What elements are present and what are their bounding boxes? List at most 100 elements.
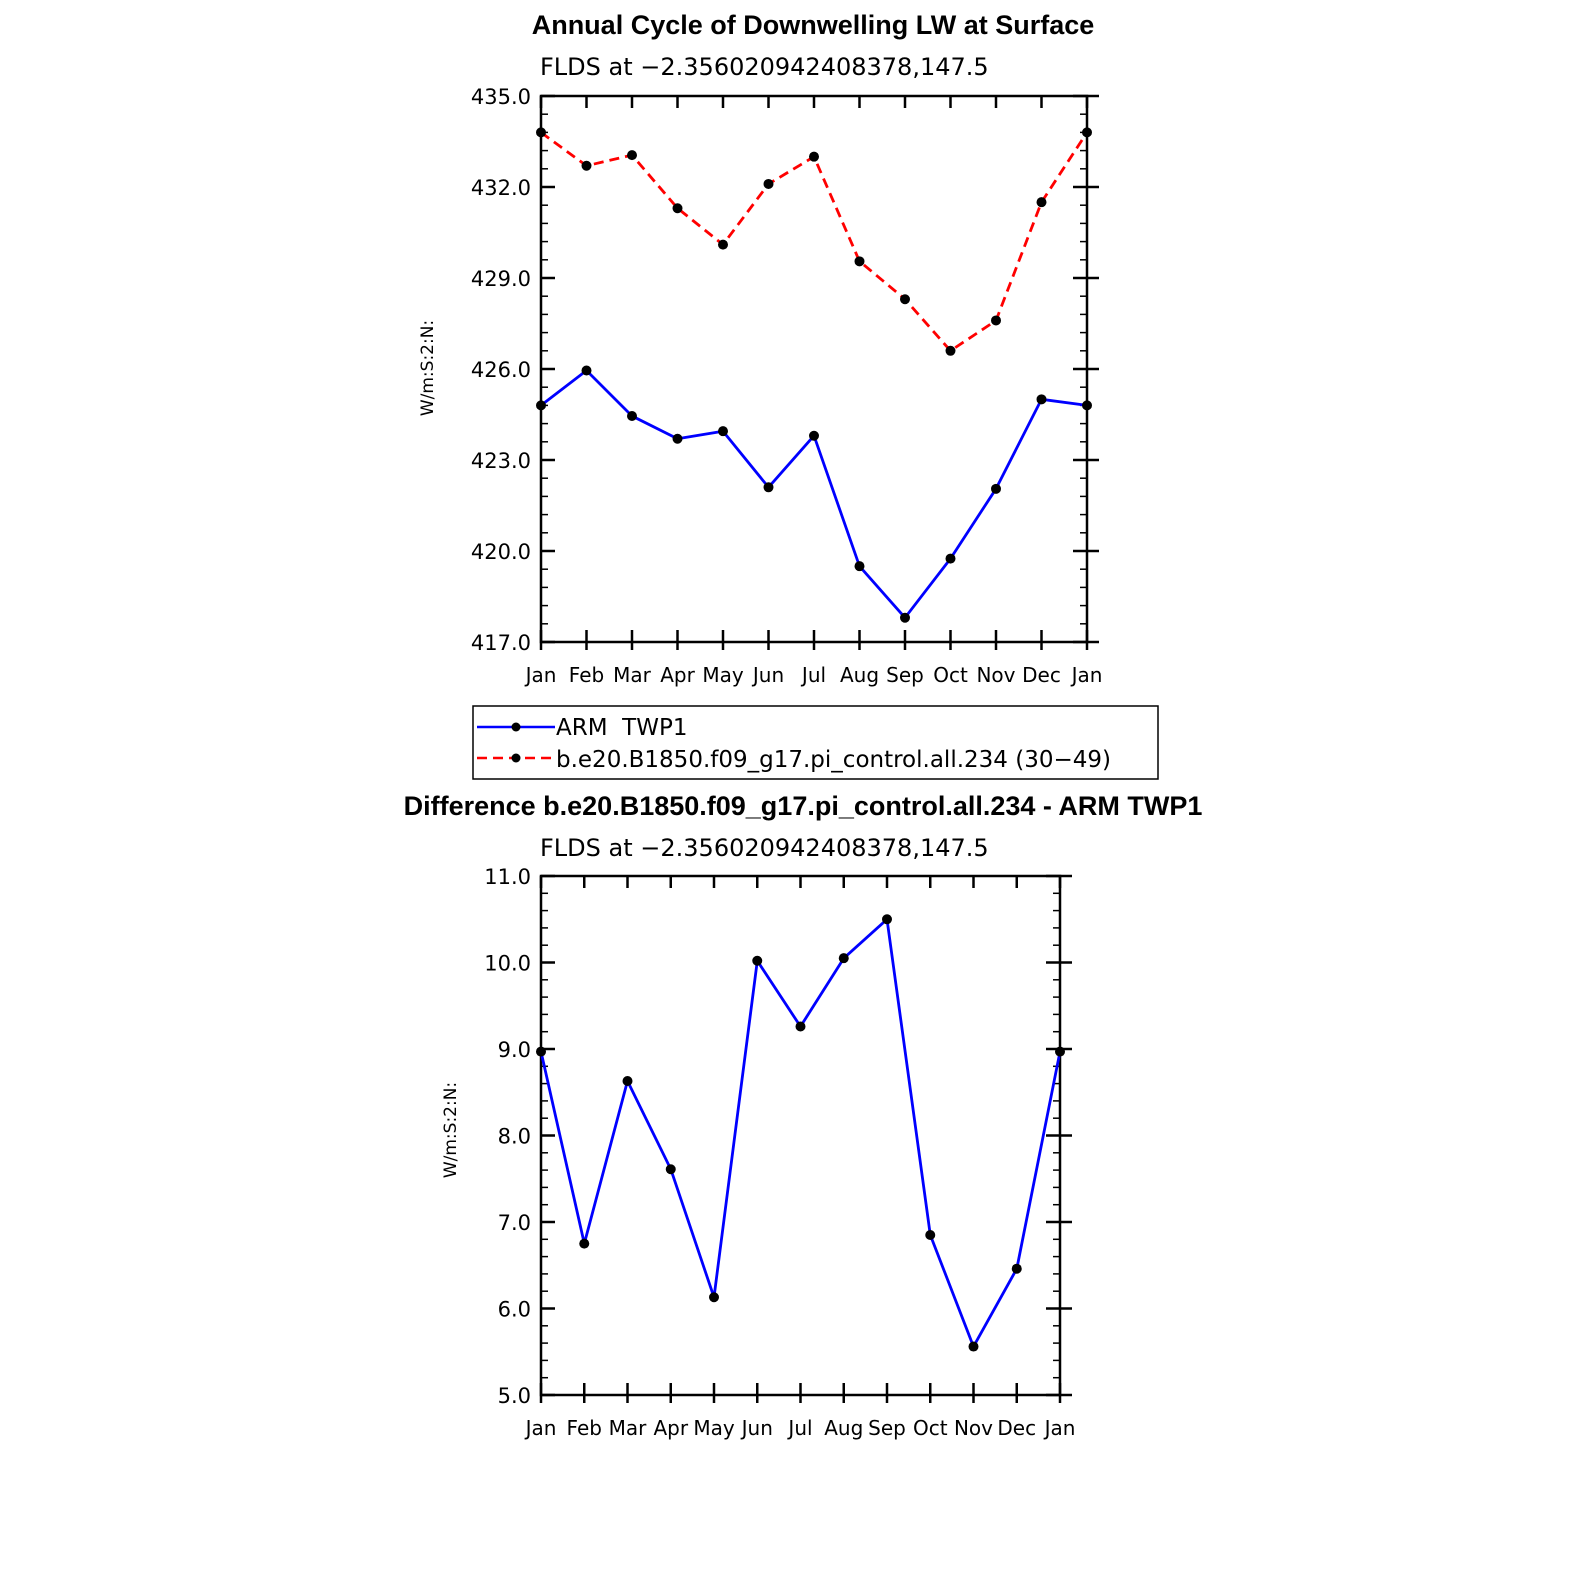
data-point [763, 178, 774, 189]
x-tick-label: Oct [913, 1416, 948, 1440]
chart-subtitle: FLDS at −2.356020942408378,147.5 [540, 834, 989, 862]
x-tick-label: Dec [1022, 663, 1061, 687]
data-point [672, 433, 683, 444]
data-point [882, 914, 892, 925]
y-tick-label: 10.0 [484, 952, 531, 976]
chart-title: Difference b.e20.B1850.f09_g17.pi_contro… [404, 791, 1203, 821]
data-point [1082, 127, 1092, 138]
data-point [581, 160, 592, 171]
y-tick-label: 5.0 [498, 1384, 531, 1408]
data-point [579, 1238, 590, 1249]
y-tick-label: 432.0 [471, 176, 531, 200]
x-tick-label: Nov [954, 1416, 993, 1440]
data-point [854, 561, 865, 572]
panel-annual-cycle: Annual Cycle of Downwelling LW at Surfac… [418, 10, 1102, 687]
legend-label-arm: ARM TWP1 [556, 715, 687, 741]
y-tick-label: 423.0 [471, 449, 531, 473]
x-tick-label: Nov [976, 663, 1015, 687]
plot-area-difference: Jan Feb Mar Apr May Jun Jul Aug Sep Oct Nov Dec Jan 5… [484, 865, 1075, 1440]
chart-title: Annual Cycle of Downwelling LW at Surfac… [532, 10, 1095, 40]
y-tick-label: 7.0 [498, 1211, 531, 1235]
series-line-0 [540, 369, 1088, 620]
x-tick-label: May [693, 1416, 735, 1440]
data-point [581, 365, 592, 376]
x-tick-label: Sep [886, 663, 924, 687]
legend-box [472, 705, 1159, 780]
data-point [627, 411, 637, 422]
x-tick-label: May [702, 663, 744, 687]
data-point [718, 239, 728, 250]
legend: ARM TWP1 b.e20.B1850.f09_g17.pi_control.… [472, 705, 1159, 780]
y-tick-label: 9.0 [498, 1038, 531, 1062]
data-point [925, 1229, 936, 1240]
plot-area-annual-cycle: Jan Feb Mar Apr May Jun Jul Aug Sep Oct Nov Dec Jan 4… [471, 85, 1103, 687]
data-point [991, 483, 1001, 494]
data-point [968, 1341, 979, 1352]
y-tick-label: 429.0 [471, 267, 531, 291]
data-point [854, 256, 865, 267]
x-tick-label: Jan [1070, 663, 1103, 687]
x-tick-label: Jan [524, 1416, 557, 1440]
y-tick-label: 420.0 [471, 540, 531, 564]
data-point [672, 203, 683, 214]
x-tick-label: Feb [569, 663, 604, 687]
data-point [763, 482, 774, 493]
x-tick-label: Jan [1043, 1416, 1076, 1440]
x-tick-label: Aug [824, 1416, 863, 1440]
data-point [795, 1021, 806, 1032]
y-tick-label: 8.0 [498, 1125, 531, 1149]
data-point [809, 430, 819, 441]
x-tick-label: Jun [751, 663, 784, 687]
legend-marker-model [511, 753, 521, 763]
plot-frame [539, 94, 1089, 644]
x-tick-label: Jan [524, 663, 557, 687]
data-point [536, 400, 546, 411]
data-point [665, 1164, 676, 1175]
data-point [900, 612, 910, 623]
series-line-1 [540, 131, 1089, 353]
x-tick-label: Apr [660, 663, 695, 687]
chart-subtitle: FLDS at −2.356020942408378,147.5 [540, 53, 989, 81]
data-point [627, 150, 637, 161]
panel-difference: Difference b.e20.B1850.f09_g17.pi_contro… [404, 791, 1203, 1440]
y-tick-label: 435.0 [471, 85, 531, 109]
legend-marker-arm [511, 722, 521, 732]
data-point [622, 1076, 633, 1087]
data-point [709, 1292, 719, 1303]
x-tick-label: Feb [567, 1416, 602, 1440]
x-tick-label: Aug [840, 663, 879, 687]
plot-frame [539, 874, 1062, 1397]
x-tick-label: Apr [653, 1416, 688, 1440]
data-point [1011, 1263, 1022, 1274]
data-point [945, 345, 956, 356]
data-point [900, 294, 910, 305]
data-point [991, 315, 1001, 326]
x-tick-label: Jul [800, 663, 826, 687]
data-point [718, 426, 728, 437]
x-tick-label: Oct [933, 663, 968, 687]
x-tick-label: Jun [740, 1416, 773, 1440]
data-point [809, 151, 819, 162]
y-tick-label: 417.0 [471, 631, 531, 655]
x-tick-label: Mar [609, 1416, 648, 1440]
x-tick-label: Mar [613, 663, 652, 687]
data-point [945, 553, 956, 564]
y-axis-label: W/m:S:2:N: [418, 320, 438, 416]
data-point [1055, 1046, 1065, 1057]
x-tick-label: Dec [997, 1416, 1036, 1440]
series-line-0 [539, 917, 1062, 1348]
y-axis-label: W/m:S:2:N: [441, 1082, 461, 1178]
y-tick-label: 426.0 [471, 358, 531, 382]
data-point [1082, 400, 1092, 411]
data-point [752, 955, 763, 966]
legend-label-model: b.e20.B1850.f09_g17.pi_control.all.234 (… [556, 747, 1111, 773]
y-tick-label: 11.0 [484, 865, 531, 889]
data-point [536, 1046, 546, 1057]
x-tick-label: Jul [786, 1416, 812, 1440]
y-tick-label: 6.0 [498, 1298, 531, 1322]
data-point [1036, 197, 1047, 208]
data-point [1036, 394, 1047, 405]
x-tick-label: Sep [868, 1416, 906, 1440]
data-point [536, 127, 546, 138]
